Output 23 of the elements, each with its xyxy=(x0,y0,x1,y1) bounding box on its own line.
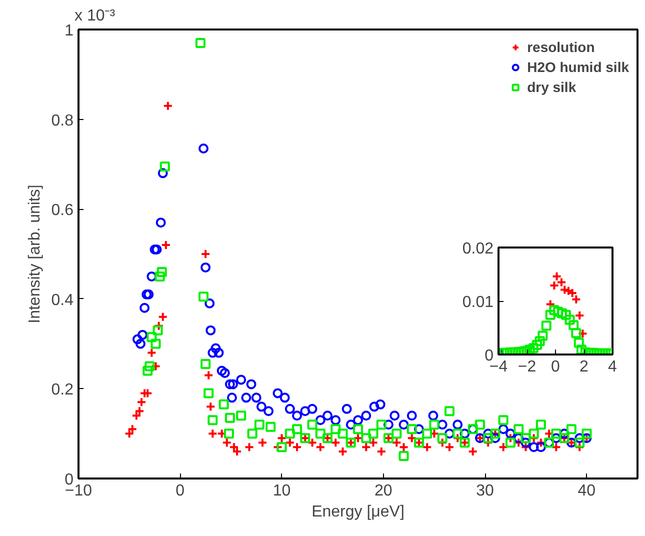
y-tick-label: 0.2 xyxy=(51,382,74,399)
y-tick-label: 0.02 xyxy=(462,240,494,258)
x-tick-label: 0 xyxy=(551,358,560,376)
y-tick-label: 0 xyxy=(484,348,494,364)
legend-label: H2O humid silk xyxy=(527,59,629,75)
x-tick-label: 0 xyxy=(176,482,185,500)
x-tick-label: −2 xyxy=(518,358,536,376)
y-axis-title: Intensity [arb. units] xyxy=(26,184,44,324)
y-tick-label: 0.8 xyxy=(51,112,74,130)
y-tick-label: 0.4 xyxy=(51,292,74,309)
x-tick-label: 40 xyxy=(578,482,596,500)
x-tick-label: 2 xyxy=(580,358,589,376)
x-tick-label: 20 xyxy=(374,482,392,500)
y-tick-label: 1 xyxy=(64,22,74,40)
x-tick-label: 4 xyxy=(608,358,618,376)
y-tick-label: 0.01 xyxy=(462,294,494,311)
legend-label: resolution xyxy=(527,39,595,55)
legend-label: dry silk xyxy=(527,79,576,95)
y-tick-label: 0.6 xyxy=(51,202,74,220)
text: x 10⁻³ xyxy=(74,8,116,24)
x-tick-label: 30 xyxy=(476,482,494,500)
x-tick-label: 10 xyxy=(272,482,291,500)
x-axis-title: Energy [μeV] xyxy=(312,504,404,520)
